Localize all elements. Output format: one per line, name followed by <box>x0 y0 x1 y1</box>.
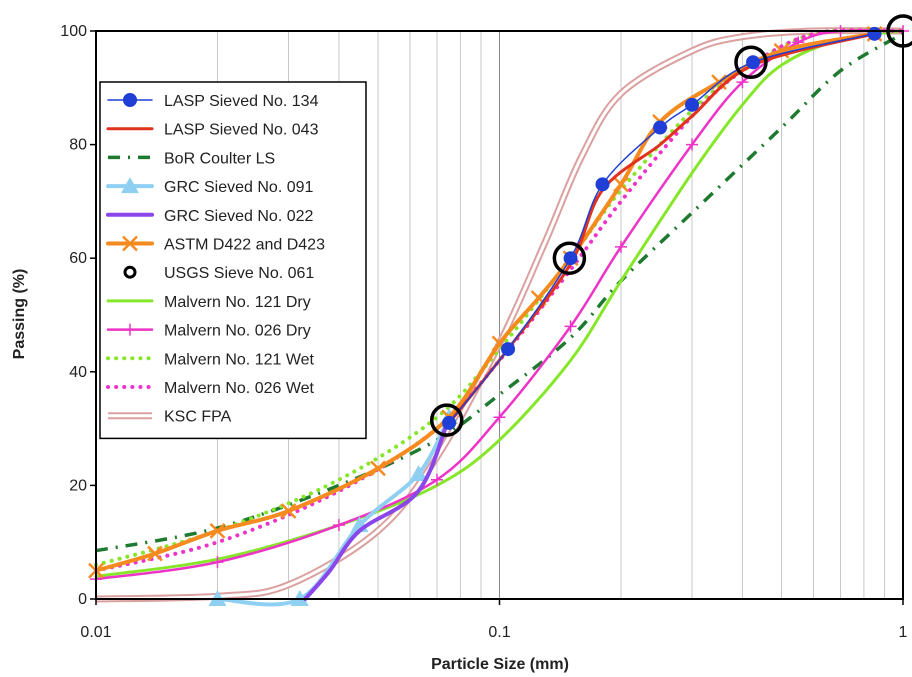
y-tick-label: 0 <box>78 591 87 608</box>
data-point <box>613 176 629 193</box>
legend-label: LASP Sieved No. 134 <box>164 93 319 110</box>
data-point <box>280 503 297 519</box>
data-point <box>493 411 506 424</box>
series-bor-coulter-ls <box>95 32 904 553</box>
legend-item: GRC Sieved No. 022 <box>106 208 314 225</box>
legend-item: BoR Coulter LS <box>108 150 275 167</box>
series-grc-sieved-no-022 <box>303 415 452 601</box>
data-point <box>595 177 610 192</box>
x-tick-label: 0.1 <box>488 624 510 641</box>
legend-item: USGS Sieve No. 061 <box>123 265 314 282</box>
legend-item: Malvern No. 026 Wet <box>106 380 315 397</box>
legend-marker <box>122 235 138 252</box>
legend-item: Malvern No. 026 Dry <box>106 323 311 340</box>
legend-marker <box>123 93 137 107</box>
series-line <box>447 32 876 425</box>
legend-item: Malvern No. 121 Dry <box>106 294 311 311</box>
legend-item: KSC FPA <box>108 409 232 426</box>
data-point <box>409 465 428 482</box>
legend-marker <box>123 265 137 279</box>
legend-item: GRC Sieved No. 091 <box>106 177 314 196</box>
data-point <box>429 403 464 437</box>
y-axis-title: Passing (%) <box>11 269 28 360</box>
tick-label-layer: 0 20 40 60 80 100 0.01 0.1 1 <box>60 23 907 641</box>
series-line-inner <box>95 29 904 601</box>
legend-label: LASP Sieved No. 043 <box>164 122 319 139</box>
legend-label: Malvern No. 026 Dry <box>164 323 311 340</box>
legend-marker <box>121 177 139 194</box>
x-tick-label: 1 <box>899 624 908 641</box>
y-tick-label: 20 <box>69 477 87 494</box>
series-layer <box>88 14 912 607</box>
series-lasp-sieved-no-134 <box>442 26 882 430</box>
data-point <box>552 241 587 275</box>
series-line <box>448 33 876 424</box>
data-point <box>736 76 749 89</box>
data-point <box>614 240 627 253</box>
legend-item: LASP Sieved No. 134 <box>107 93 319 110</box>
data-point <box>563 251 578 266</box>
data-point <box>370 460 386 477</box>
y-tick-label: 60 <box>69 250 87 267</box>
legend: LASP Sieved No. 134 LASP Sieved No. 043 Bo… <box>99 81 367 440</box>
series-usgs-sieve-no-061 <box>429 14 912 437</box>
data-point <box>442 415 457 430</box>
data-point <box>685 97 700 112</box>
series-line <box>94 28 905 567</box>
series-malvern-no-121-wet <box>94 28 905 567</box>
data-point <box>564 320 577 333</box>
legend-label: BoR Coulter LS <box>164 150 275 167</box>
legend-label: ASTM D422 and D423 <box>164 237 325 254</box>
legend-label: KSC FPA <box>164 409 232 426</box>
legend-label: GRC Sieved No. 091 <box>164 179 314 196</box>
legend-box <box>99 81 367 440</box>
data-point <box>430 473 443 486</box>
legend-label: GRC Sieved No. 022 <box>164 208 314 225</box>
legend-item: Malvern No. 121 Wet <box>106 351 315 368</box>
x-tick-label: 0.01 <box>80 624 111 641</box>
series-line <box>94 29 905 578</box>
legend-label: Malvern No. 121 Wet <box>164 351 315 368</box>
data-point <box>501 342 516 357</box>
series-lasp-sieved-no-043 <box>447 32 876 425</box>
series-malvern-no-121-dry <box>94 29 905 578</box>
legend-label: USGS Sieve No. 061 <box>164 265 314 282</box>
x-axis-title: Particle Size (mm) <box>431 656 569 673</box>
data-point <box>734 45 768 79</box>
data-point <box>332 519 345 532</box>
y-tick-label: 80 <box>69 137 87 154</box>
data-point <box>653 120 668 135</box>
data-point <box>211 556 224 569</box>
legend-label: Malvern No. 026 Wet <box>164 380 315 397</box>
y-tick-label: 100 <box>60 23 87 40</box>
data-point <box>746 55 761 70</box>
series-line <box>95 32 904 553</box>
data-point <box>867 26 882 41</box>
data-point <box>686 138 699 151</box>
legend-label: Malvern No. 121 Dry <box>164 294 311 311</box>
data-point <box>147 545 163 562</box>
legend-item: ASTM D422 and D423 <box>106 235 325 254</box>
series-line <box>303 415 452 601</box>
legend-marker <box>124 323 136 336</box>
legend-item: LASP Sieved No. 043 <box>106 122 319 139</box>
data-point <box>209 522 226 539</box>
series-ksc-fpa <box>95 27 904 603</box>
y-tick-label: 40 <box>69 364 87 381</box>
